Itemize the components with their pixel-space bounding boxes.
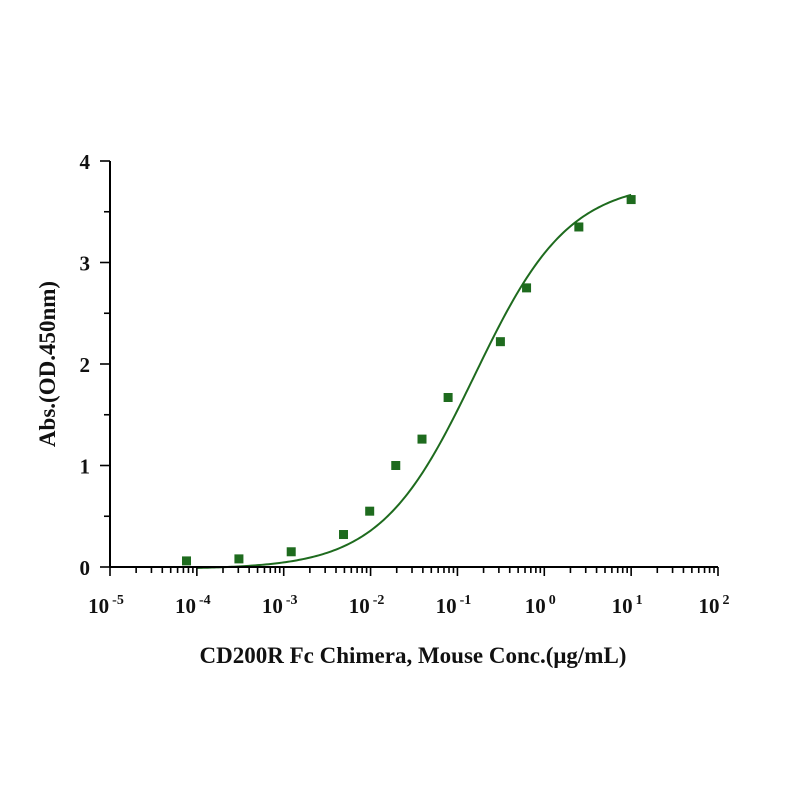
data-point	[339, 530, 349, 540]
x-tick-label: 10 -4	[175, 593, 211, 618]
x-tick-label: 10 2	[699, 593, 730, 618]
x-tick-label: 10 -2	[349, 593, 385, 618]
y-tick-label: 4	[80, 150, 91, 174]
data-point	[286, 547, 296, 557]
plot-area	[182, 193, 636, 569]
data-point	[443, 392, 453, 402]
y-axis-title: Abs.(OD.450nm)	[35, 281, 60, 447]
fit-curve	[196, 193, 632, 569]
y-tick-label: 1	[80, 455, 91, 479]
data-point	[391, 461, 401, 470]
x-tick-label: 10 -5	[88, 593, 124, 618]
x-tick-label: 10 -1	[436, 593, 472, 618]
y-tick-label: 0	[80, 556, 91, 580]
y-tick-label: 3	[80, 252, 91, 276]
data-point	[365, 506, 375, 516]
data-point	[522, 283, 532, 293]
data-point	[495, 337, 505, 347]
x-axis-title: CD200R Fc Chimera, Mouse Conc.(μg/mL)	[200, 643, 627, 668]
axes: 10 -5 10 -4 10 -3 10 -2 10 -1 10 0 10 1 10 2 0 1 2 3 4	[80, 150, 730, 618]
data-point	[182, 556, 192, 566]
data-point	[234, 554, 244, 564]
x-tick-label: 10 0	[525, 593, 556, 618]
data-point	[417, 434, 427, 444]
data-point	[626, 195, 636, 205]
y-tick-label: 2	[80, 353, 91, 377]
data-point	[574, 222, 584, 232]
x-tick-label: 10 -3	[262, 593, 298, 618]
x-tick-label: 10 1	[612, 593, 643, 618]
